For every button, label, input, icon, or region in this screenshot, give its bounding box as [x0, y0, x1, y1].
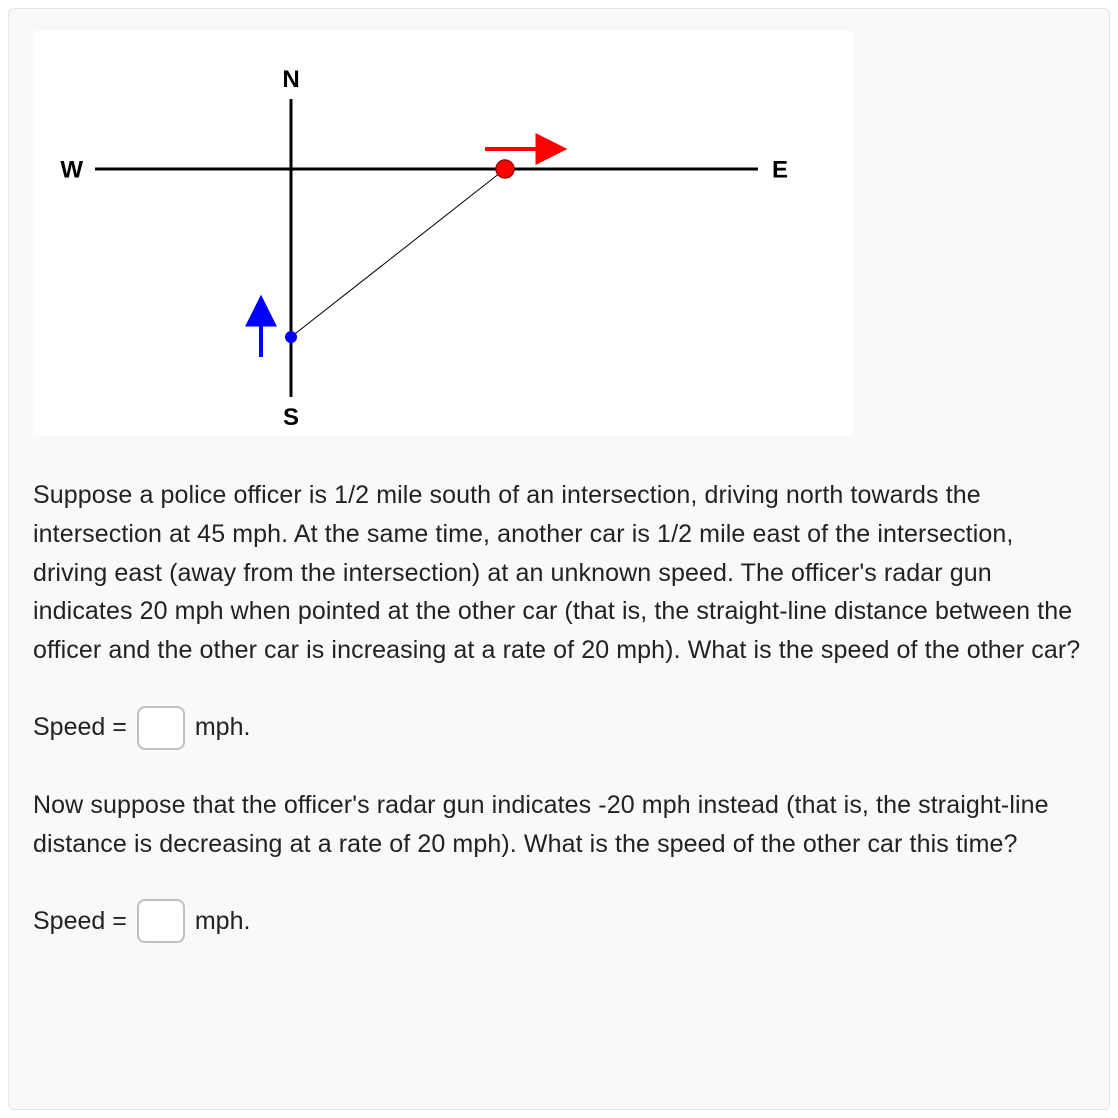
answer-1-input[interactable]	[137, 706, 185, 750]
page: N S W E Suppose a police officer is 1/2 …	[0, 0, 1118, 1118]
answer-2-unit: mph.	[195, 907, 251, 936]
label-south: S	[283, 404, 299, 431]
question-2-text: Now suppose that the officer's radar gun…	[33, 786, 1085, 864]
label-north: N	[282, 66, 299, 93]
label-east: E	[772, 156, 788, 183]
answer-1-label: Speed =	[33, 713, 127, 742]
answer-1-row: Speed = mph.	[33, 706, 1085, 750]
question-1-text: Suppose a police officer is 1/2 mile sou…	[33, 476, 1085, 670]
diagram-svg: N S W E	[33, 31, 853, 436]
label-west: W	[60, 156, 83, 183]
blue-officer-dot	[285, 331, 297, 343]
red-car-dot	[496, 160, 514, 178]
answer-1-unit: mph.	[195, 713, 251, 742]
answer-2-row: Speed = mph.	[33, 899, 1085, 943]
problem-card: N S W E Suppose a police officer is 1/2 …	[8, 8, 1110, 1110]
sight-line	[291, 169, 505, 337]
compass-diagram: N S W E	[33, 31, 853, 436]
answer-2-input[interactable]	[137, 899, 185, 943]
answer-2-label: Speed =	[33, 907, 127, 936]
